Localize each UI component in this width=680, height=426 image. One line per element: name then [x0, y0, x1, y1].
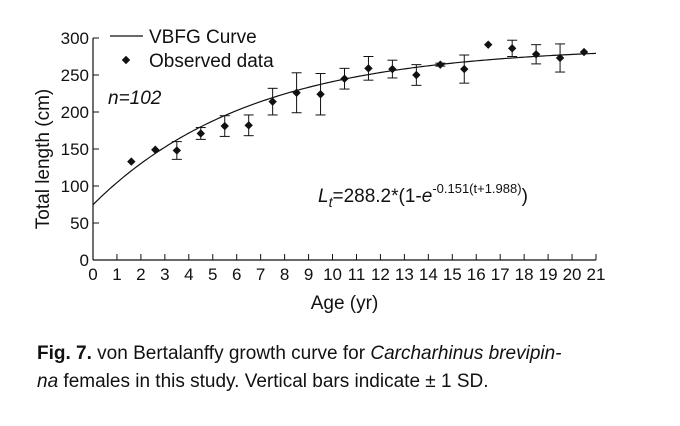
x-tick-label: 7: [256, 265, 265, 284]
data-point: [388, 64, 397, 74]
y-tick-label: 300: [61, 29, 89, 48]
data-point: [460, 64, 469, 74]
data-point: [268, 97, 277, 106]
x-tick-label: 12: [371, 265, 390, 284]
data-point: [316, 90, 325, 99]
y-tick-label: 150: [61, 140, 89, 159]
data-point: [531, 50, 541, 59]
y-tick-label: 50: [70, 214, 89, 233]
legend-label-observed: Observed data: [149, 51, 274, 72]
x-tick-label: 16: [467, 265, 486, 284]
equation-mid: =288.2*(1-: [332, 186, 421, 207]
x-tick-label: 10: [323, 265, 342, 284]
x-tick-label: 0: [88, 265, 97, 284]
observed-points: [127, 39, 589, 166]
data-point: [172, 146, 182, 155]
y-tick-label: 250: [61, 66, 89, 85]
x-tick-label: 6: [232, 265, 241, 284]
x-axis-title: Age (yr): [311, 293, 379, 314]
data-point: [292, 88, 301, 97]
axes: 0 1 2 3 4 5 6 7 8 9 10 11 12 13 14 15 16 17 18 19 20 21050100…: [33, 29, 605, 314]
data-point: [196, 129, 205, 138]
equation-exponent: -0.151(t+1.988): [432, 181, 521, 196]
data-point: [436, 60, 445, 69]
x-tick-label: 21: [587, 265, 606, 284]
x-tick-label: 5: [208, 265, 217, 284]
x-tick-label: 8: [280, 265, 289, 284]
x-tick-label: 11: [348, 265, 366, 284]
x-tick-label: 20: [563, 265, 582, 284]
x-tick-label: 18: [515, 265, 534, 284]
x-tick-label: 13: [395, 265, 414, 284]
legend-diamond-swatch: [121, 55, 131, 65]
equation-lhs: L: [318, 186, 329, 207]
data-point: [412, 70, 421, 80]
n-label: n=102: [108, 88, 162, 109]
x-tick-label: 17: [491, 265, 510, 284]
data-point: [579, 47, 589, 57]
data-point: [220, 121, 229, 131]
caption-species-line2: na: [37, 371, 59, 392]
data-point: [244, 121, 253, 130]
data-point: [364, 64, 373, 73]
growth-chart: 0 1 2 3 4 5 6 7 8 9 10 11 12 13 14 15 16 17 18 19 20 21050100…: [33, 27, 605, 314]
x-tick-label: 4: [184, 265, 193, 284]
x-tick-label: 3: [160, 265, 169, 284]
equation: Lt=288.2*(1-e-0.151(t+1.988)): [318, 181, 528, 210]
x-tick-label: 14: [419, 265, 438, 284]
y-axis-title: Total length (cm): [33, 89, 54, 229]
x-tick-label: 1: [112, 265, 121, 284]
data-point: [151, 145, 160, 154]
data-point: [340, 74, 349, 83]
figure-caption: Fig. 7. von Bertalanffy growth curve for…: [37, 340, 657, 396]
y-tick-label: 100: [61, 177, 89, 196]
equation-e: e: [422, 186, 433, 207]
data-point: [507, 44, 517, 53]
annotations: n=102 Lt=288.2*(1-e-0.151(t+1.988)): [108, 88, 528, 210]
data-point: [127, 157, 136, 166]
y-tick-label: 200: [61, 103, 89, 122]
data-point: [555, 53, 565, 63]
caption-text-before: von Bertalanffy growth curve for: [91, 343, 371, 364]
caption-text-after: females in this study. Vertical bars ind…: [58, 371, 489, 392]
equation-lhs-sub: t: [329, 194, 334, 210]
y-tick-label: 0: [80, 251, 89, 270]
x-tick-label: 9: [304, 265, 313, 284]
caption-label: Fig. 7.: [37, 343, 92, 364]
x-tick-label: 19: [539, 265, 558, 284]
caption-species: Carcharhinus brevipin-: [370, 343, 562, 364]
x-tick-label: 15: [443, 265, 462, 284]
legend-label-curve: VBFG Curve: [149, 27, 257, 48]
data-point: [484, 40, 493, 49]
equation-close: ): [522, 186, 528, 207]
x-tick-label: 2: [136, 265, 145, 284]
legend: VBFG Curve Observed data: [110, 27, 274, 72]
